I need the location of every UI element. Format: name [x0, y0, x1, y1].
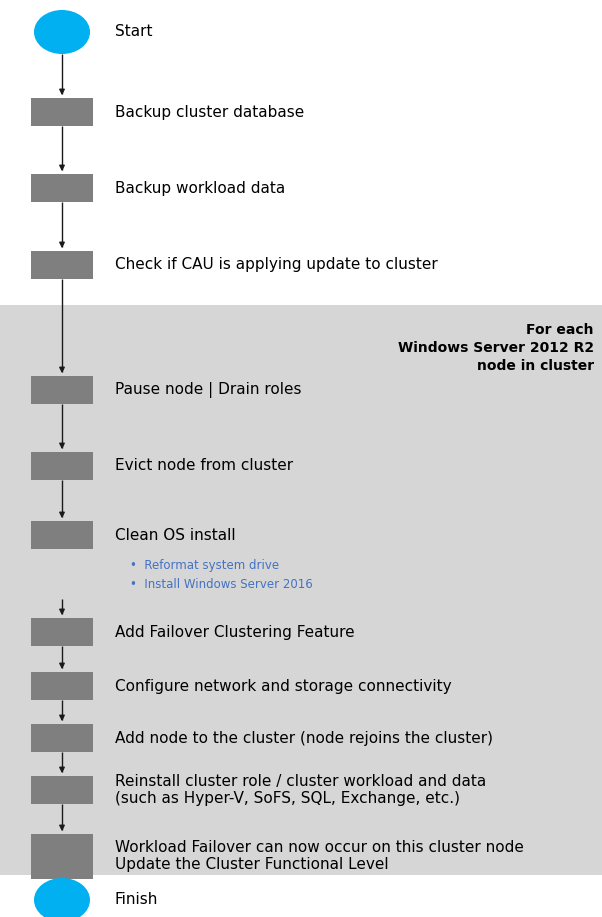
- Text: Clean OS install: Clean OS install: [115, 527, 235, 543]
- Text: Finish: Finish: [115, 892, 158, 908]
- Bar: [31, 776, 93, 804]
- Text: For each: For each: [527, 323, 594, 337]
- Text: Workload Failover can now occur on this cluster node: Workload Failover can now occur on this …: [115, 841, 524, 856]
- Bar: [31, 618, 93, 646]
- Bar: [31, 521, 93, 549]
- Text: Evict node from cluster: Evict node from cluster: [115, 458, 293, 473]
- Bar: [0, 305, 602, 875]
- Text: Update the Cluster Functional Level: Update the Cluster Functional Level: [115, 857, 389, 872]
- Bar: [31, 251, 93, 279]
- Text: Check if CAU is applying update to cluster: Check if CAU is applying update to clust…: [115, 258, 438, 272]
- Text: Reinstall cluster role / cluster workload and data
(such as Hyper-V, SoFS, SQL, : Reinstall cluster role / cluster workloa…: [115, 774, 486, 806]
- Text: •  Reformat system drive: • Reformat system drive: [130, 558, 279, 571]
- Bar: [31, 724, 93, 752]
- Text: node in cluster: node in cluster: [477, 359, 594, 373]
- Text: Add Failover Clustering Feature: Add Failover Clustering Feature: [115, 624, 355, 639]
- Text: Start: Start: [115, 25, 152, 39]
- Bar: [31, 672, 93, 700]
- Text: Configure network and storage connectivity: Configure network and storage connectivi…: [115, 679, 452, 693]
- Bar: [31, 851, 93, 879]
- Bar: [31, 376, 93, 404]
- Ellipse shape: [34, 878, 90, 917]
- Bar: [31, 834, 93, 862]
- Text: •  Install Windows Server 2016: • Install Windows Server 2016: [130, 579, 313, 591]
- Text: Pause node | Drain roles: Pause node | Drain roles: [115, 382, 302, 398]
- Bar: [31, 174, 93, 202]
- Ellipse shape: [34, 10, 90, 54]
- Text: Backup cluster database: Backup cluster database: [115, 105, 304, 119]
- Text: Backup workload data: Backup workload data: [115, 181, 285, 195]
- Text: Windows Server 2012 R2: Windows Server 2012 R2: [398, 341, 594, 355]
- Bar: [31, 452, 93, 480]
- Text: Add node to the cluster (node rejoins the cluster): Add node to the cluster (node rejoins th…: [115, 731, 493, 746]
- Bar: [31, 98, 93, 126]
